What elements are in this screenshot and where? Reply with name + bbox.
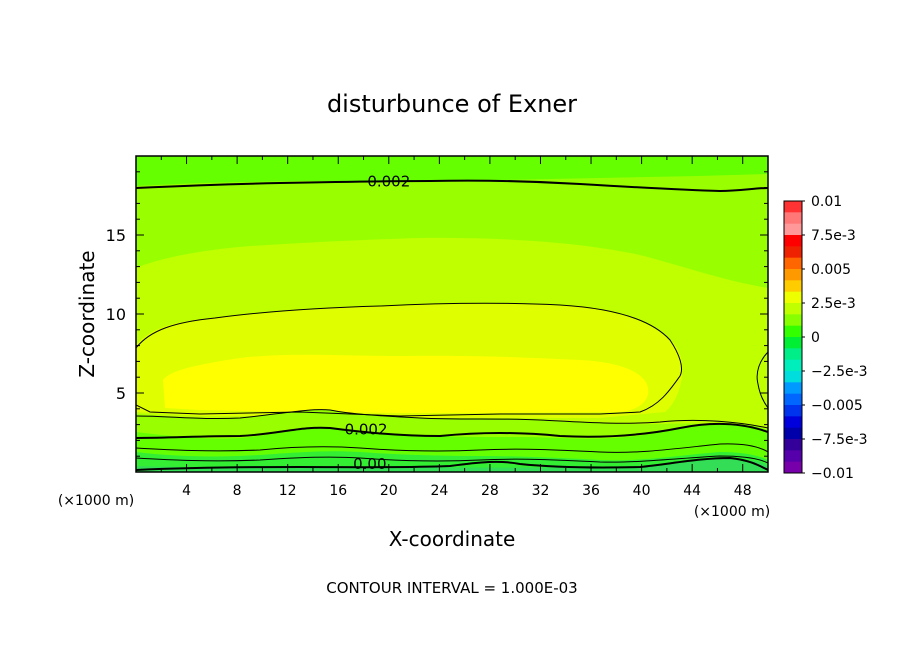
contour-right-edge [756,351,768,409]
colorbar-swatch [784,405,802,417]
contour-lines [136,179,768,471]
colorbar-tick-label: −0.005 [811,398,863,414]
y-axis-ticks: 5 10 15 [106,171,768,457]
x-unit-left: (×1000 m) [58,493,134,509]
colorbar-swatch [784,325,802,338]
contour-upper-0.002 [136,179,768,193]
y-tick-label: 10 [106,305,126,324]
contour-labels: 0.002 0.002 0.00 [345,172,411,473]
colorbar-tick-label: 0 [811,330,820,346]
colorbar-tick-label: −0.01 [811,466,854,482]
contour-label: 0.002 [367,172,410,190]
x-tick-label: 32 [532,483,550,499]
colorbar-swatch [784,246,802,259]
x-tick-label: 20 [380,483,398,499]
contour-lower-0.0015 [136,409,768,429]
y-axis-label: Z-coordinate [75,250,99,377]
colorbar-swatch [784,359,802,372]
colorbar-swatch [784,257,802,270]
x-tick-label: 28 [481,483,499,499]
colorbar-swatch [784,439,802,451]
colorbar-swatch [784,371,802,383]
x-tick-label: 36 [582,483,600,499]
plot-area [136,156,768,472]
colorbar-swatch [784,337,802,349]
colorbar-swatch [784,416,802,429]
chart-title: disturbunce of Exner [327,90,577,118]
colorbar-swatch [784,235,802,247]
contour-lower-0.001 [136,443,768,453]
colorbar-tick-label: −2.5e-3 [811,364,868,380]
colorbar-swatch [784,382,802,395]
x-tick-label: 16 [329,483,347,499]
colorbar-swatch [784,348,802,361]
x-axis-ticks: 4 8 12 16 20 24 28 32 36 40 44 48 [160,156,752,499]
contour-lower-0.002 [136,422,768,439]
x-axis-label: X-coordinate [389,527,516,551]
contour-lower-0.000 [136,456,768,471]
colorbar-swatch [784,393,802,406]
colorbar-tick-label: 0.005 [811,262,851,278]
y-tick-label: 5 [116,384,126,403]
colorbar-swatch [784,280,802,293]
colorbar-swatch [784,303,802,315]
colorbar-swatch [784,314,802,327]
band-surface [136,459,768,472]
colorbar-tick-label: 0.01 [811,194,842,210]
colorbar-swatch [784,212,802,225]
contour-0.003-outer [136,302,683,417]
colorbar: 0.01 7.5e-3 0.005 2.5e-3 0 −2.5e-3 −0.005 −7.5e… [783,194,868,482]
colorbar-swatches [784,201,802,474]
x-tick-label: 24 [430,483,448,499]
colorbar-swatch [784,461,802,474]
band-0.0045 [163,354,649,413]
x-tick-label: 40 [633,483,651,499]
colorbar-tick-label: 2.5e-3 [811,296,856,312]
contour-label: 0.00 [353,455,386,473]
x-tick-label: 8 [233,483,242,499]
contour-interval-note: CONTOUR INTERVAL = 1.000E-03 [326,579,577,597]
colorbar-tick-labels: 0.01 7.5e-3 0.005 2.5e-3 0 −2.5e-3 −0.005 −7.5e… [802,194,868,482]
y-tick-label: 15 [106,226,126,245]
colorbar-swatch [784,223,802,236]
x-tick-label: 4 [182,483,191,499]
band-upper-light [136,156,768,186]
x-tick-label: 44 [683,483,701,499]
colorbar-swatch [784,269,802,281]
contour-lower-0.0005 [136,455,768,464]
colorbar-swatch [784,427,802,440]
x-unit-right: (×1000 m) [694,504,770,520]
x-tick-label: 48 [734,483,752,499]
contour-label: 0.002 [345,420,388,438]
colorbar-swatch [784,291,802,304]
colorbar-swatch [784,201,802,213]
colorbar-tick-label: −7.5e-3 [811,432,868,448]
colorbar-tick-label: 7.5e-3 [811,228,856,244]
x-tick-label: 12 [279,483,297,499]
colorbar-swatch [784,450,802,463]
